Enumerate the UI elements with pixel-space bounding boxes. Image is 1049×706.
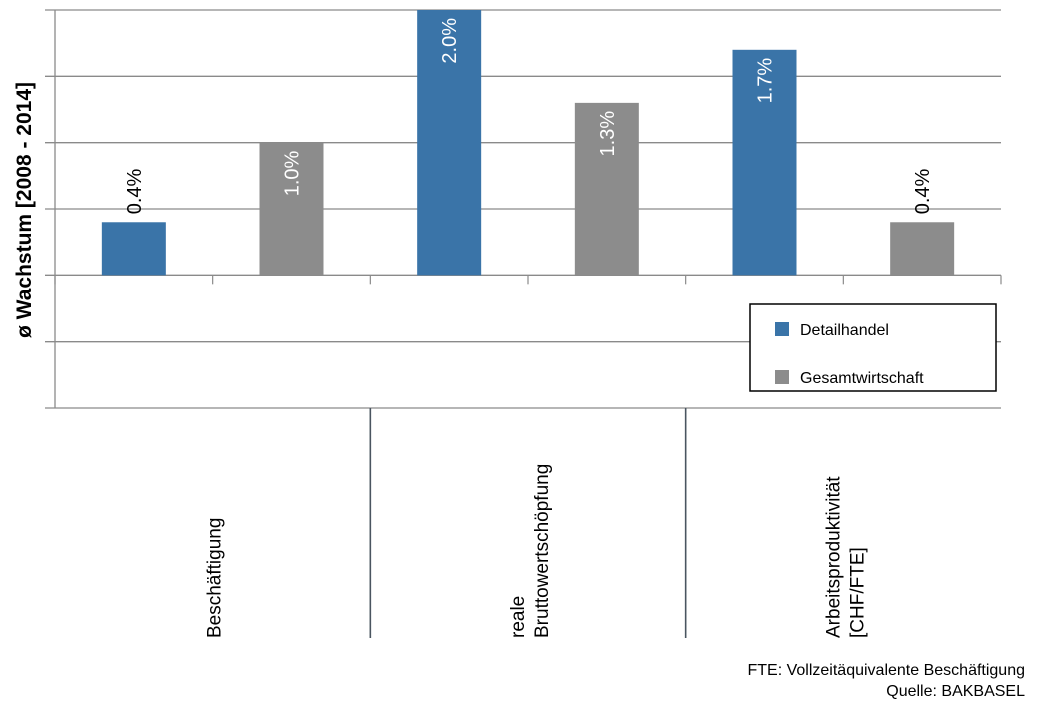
bar-detailhandel-1 [417, 10, 482, 276]
data-label: 1.7% [755, 58, 777, 104]
category-label: Beschäftigung [205, 518, 226, 638]
data-label: 1.0% [282, 150, 304, 196]
legend-swatch [775, 322, 789, 336]
category-label: [CHF/FTE] [847, 547, 868, 638]
category-label: Bruttowertschöpfung [532, 464, 553, 638]
y-axis-title: ø Wachstum [2008 - 2014] [13, 82, 36, 338]
footnote-source: Quelle: BAKBASEL [886, 683, 1025, 700]
data-label: 0.4% [912, 168, 934, 214]
footnote-fte: FTE: Vollzeitäquivalente Beschäftigung [747, 662, 1026, 679]
legend-box [749, 303, 997, 392]
bar-detailhandel-2 [732, 49, 797, 276]
legend-label: Gesamtwirtschaft [800, 370, 924, 387]
legend-swatch [775, 370, 789, 384]
bar-gesamtwirtschaft-0 [259, 142, 324, 276]
legend-label: Detailhandel [800, 322, 889, 339]
bar-gesamtwirtschaft-1 [574, 102, 639, 276]
data-label: 0.4% [124, 168, 146, 214]
bar-detailhandel-0 [101, 222, 166, 276]
data-label: 2.0% [439, 18, 461, 64]
category-label: reale [508, 596, 529, 638]
category-label: Arbeitsproduktivität [823, 476, 844, 638]
bar-gesamtwirtschaft-2 [890, 222, 955, 276]
data-label: 1.3% [597, 111, 619, 157]
